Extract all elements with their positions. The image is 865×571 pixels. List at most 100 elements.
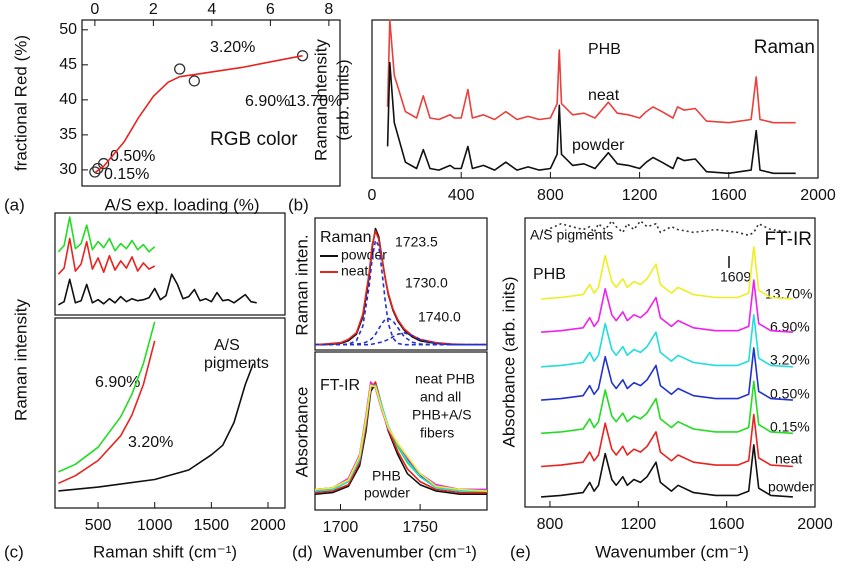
series-line bbox=[541, 444, 793, 498]
series-label: neat bbox=[588, 87, 620, 104]
y-tick-label: 30 bbox=[59, 161, 77, 178]
annotation: FT-IR bbox=[320, 377, 360, 394]
series-line bbox=[94, 54, 303, 174]
annotation: Raman bbox=[754, 37, 815, 58]
annotation: 1609 bbox=[720, 269, 751, 285]
y-axis-label: (arb. units) bbox=[333, 59, 352, 140]
plot-frame bbox=[81, 19, 341, 187]
x-tick-label: 1500 bbox=[194, 517, 230, 534]
panel-label: (d) bbox=[292, 542, 313, 561]
y-axis-label: Absorbance bbox=[292, 387, 311, 478]
y-tick-label: 40 bbox=[59, 91, 77, 108]
series-line bbox=[315, 317, 487, 346]
x-axis-label: Wavenumber (cm⁻¹) bbox=[595, 542, 749, 561]
series-label: 0.50% bbox=[770, 386, 810, 402]
x-tick-label: 0 bbox=[90, 1, 99, 18]
panel-label: (a) bbox=[4, 195, 25, 214]
series-line bbox=[57, 237, 156, 275]
annotation: and all bbox=[420, 389, 461, 405]
annotation: powder bbox=[364, 485, 410, 501]
annotation: 0.50% bbox=[110, 148, 155, 165]
series-line bbox=[58, 340, 156, 485]
data-point bbox=[188, 75, 200, 87]
panel-label: (c) bbox=[4, 542, 24, 561]
x-tick-label: 2000 bbox=[797, 516, 833, 533]
series-label: neat bbox=[775, 451, 802, 467]
data-point bbox=[296, 50, 309, 62]
annotation: neat PHB bbox=[415, 371, 475, 387]
x-tick-label: 800 bbox=[537, 516, 564, 533]
series-line bbox=[315, 332, 487, 346]
series-line bbox=[541, 246, 793, 300]
annotation: A/S bbox=[214, 337, 240, 354]
x-tick-label: 8 bbox=[324, 1, 333, 18]
annotation: 6.90% bbox=[245, 93, 290, 110]
annotation: PHB bbox=[533, 266, 566, 283]
series-line bbox=[541, 380, 793, 435]
series-line bbox=[314, 230, 487, 346]
series-line bbox=[541, 413, 793, 468]
annotation: 1723.5 bbox=[395, 234, 438, 250]
plot-frame bbox=[371, 19, 819, 179]
annotation: 13.70% bbox=[288, 93, 342, 110]
y-tick-label: 35 bbox=[59, 126, 77, 143]
series-line bbox=[314, 384, 488, 492]
series-line bbox=[541, 279, 793, 333]
series-line bbox=[58, 321, 156, 473]
series-line bbox=[58, 363, 255, 492]
plot-frame bbox=[314, 217, 488, 351]
annotation: PHB bbox=[588, 41, 621, 58]
x-tick-label: 1600 bbox=[711, 187, 747, 204]
data-point bbox=[89, 166, 101, 178]
annotation: FT-IR bbox=[765, 229, 813, 250]
plot-frame bbox=[54, 212, 286, 316]
panel-label: (b) bbox=[288, 195, 309, 214]
series-line bbox=[58, 273, 257, 306]
x-tick-label: 400 bbox=[448, 187, 475, 204]
panel-label: (e) bbox=[510, 542, 531, 561]
series-line bbox=[541, 314, 793, 368]
y-axis-label: Absorbance (arb. inits) bbox=[499, 276, 518, 447]
x-tick-label: 6 bbox=[266, 1, 275, 18]
annotation: 3.20% bbox=[210, 39, 255, 56]
series-line bbox=[314, 384, 487, 492]
legend-label: powder bbox=[341, 247, 387, 263]
y-axis-label: Raman intensity bbox=[311, 39, 330, 161]
x-tick-label: 1600 bbox=[709, 516, 745, 533]
x-tick-label: 4 bbox=[207, 1, 216, 18]
x-tick-label: 1000 bbox=[137, 517, 173, 534]
series-label: powder bbox=[768, 479, 814, 495]
annotation: 3.20% bbox=[128, 434, 173, 451]
x-tick-label: 2 bbox=[149, 1, 158, 18]
x-axis-label: A/S exp. loading (%) bbox=[105, 195, 260, 214]
x-tick-label: 1750 bbox=[402, 519, 438, 536]
x-tick-label: 500 bbox=[85, 517, 112, 534]
y-tick-label: 45 bbox=[59, 56, 77, 73]
x-tick-label: 1200 bbox=[622, 187, 658, 204]
annotation: RGB color bbox=[210, 129, 298, 150]
x-tick-label: 1700 bbox=[323, 519, 359, 536]
annotation: pigments bbox=[204, 355, 269, 372]
annotation: 1740.0 bbox=[418, 309, 461, 325]
series-line bbox=[541, 347, 793, 401]
legend-label: neat bbox=[341, 263, 368, 279]
series-label: powder bbox=[572, 137, 625, 154]
annotation: PHB bbox=[372, 468, 401, 484]
annotation: 0.15% bbox=[104, 166, 149, 183]
x-axis-label: Wavenumber (cm⁻¹) bbox=[323, 542, 477, 561]
x-tick-label: 800 bbox=[537, 187, 564, 204]
annotation: A/S pigments bbox=[530, 227, 613, 243]
series-line bbox=[386, 19, 796, 124]
x-tick-label: 1200 bbox=[621, 516, 657, 533]
x-tick-label: 2000 bbox=[800, 187, 836, 204]
x-axis-label: Raman shift (cm⁻¹) bbox=[93, 542, 237, 561]
series-line bbox=[57, 216, 156, 253]
series-label: 0.15% bbox=[770, 419, 810, 435]
plot-frame bbox=[524, 217, 816, 508]
annotation: fibers bbox=[420, 425, 454, 441]
annotation: PHB+A/S bbox=[412, 407, 472, 423]
y-tick-label: 50 bbox=[59, 21, 77, 38]
series-label: 3.20% bbox=[770, 352, 810, 368]
y-axis-label: Raman intensity bbox=[11, 299, 30, 421]
